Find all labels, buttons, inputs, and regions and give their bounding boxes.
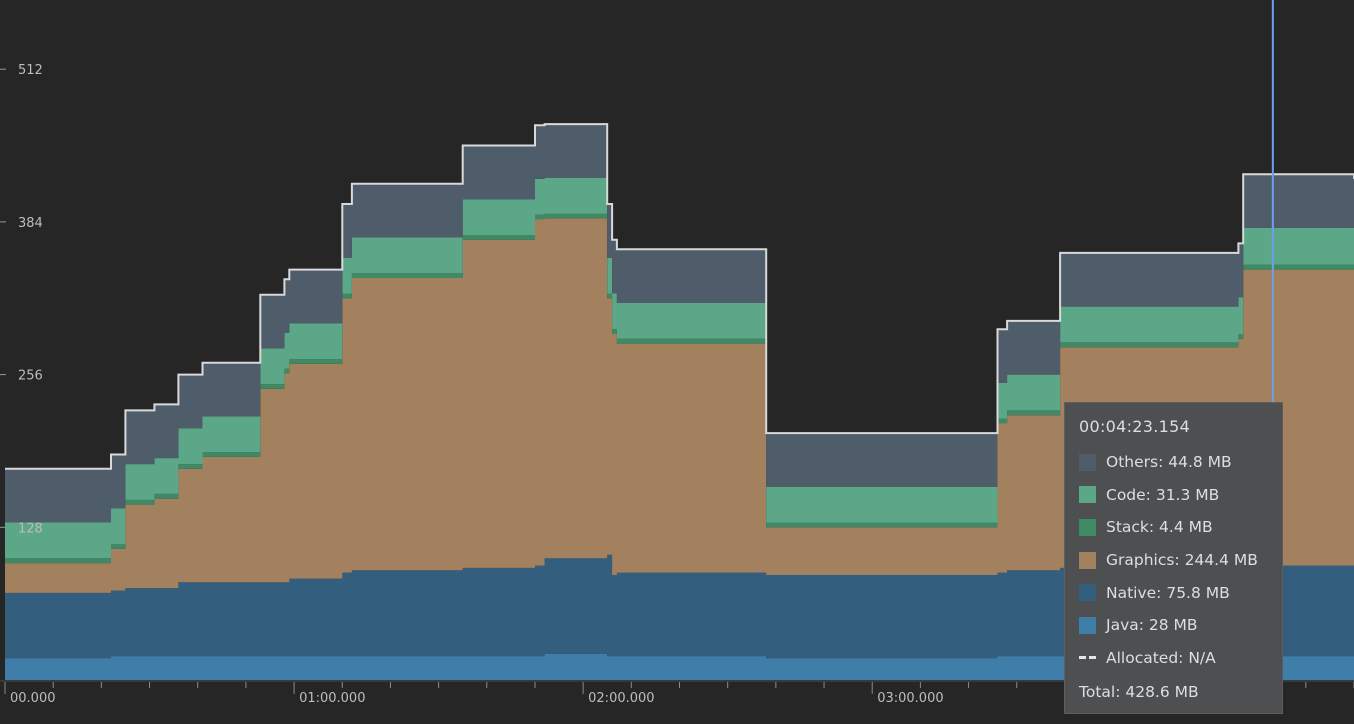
area-graphics bbox=[5, 218, 1354, 593]
area-native bbox=[5, 554, 1354, 659]
tooltip-java-label: Java: 28 MB bbox=[1106, 616, 1198, 635]
tooltip-native-label: Native: 75.8 MB bbox=[1106, 583, 1230, 602]
tooltip-row-stack: Stack: 4.4 MB bbox=[1079, 511, 1268, 544]
others-legend-swatch bbox=[1079, 453, 1096, 471]
tooltip-allocated-label: Allocated: N/A bbox=[1106, 648, 1216, 667]
tooltip-row-graphics: Graphics: 244.4 MB bbox=[1079, 544, 1268, 577]
tooltip-timestamp: 00:04:23.154 bbox=[1079, 417, 1191, 436]
x-tick-label: 02:00.000 bbox=[588, 691, 654, 706]
area-others bbox=[5, 124, 1354, 523]
tooltip-others-label: Others: 44.8 MB bbox=[1106, 453, 1232, 472]
tooltip-code-label: Code: 31.3 MB bbox=[1106, 485, 1220, 504]
memory-tooltip: 00:04:23.154 Others: 44.8 MB Code: 31.3 … bbox=[1064, 402, 1283, 714]
tooltip-row-java: Java: 28 MB bbox=[1079, 609, 1268, 642]
x-tick-label: 01:00.000 bbox=[299, 691, 365, 706]
tooltip-total-label: Total: 428.6 MB bbox=[1079, 683, 1199, 702]
x-tick-label: 03:00.000 bbox=[877, 691, 943, 706]
area-code bbox=[5, 177, 1354, 559]
tooltip-row-total: Total: 428.6 MB bbox=[1079, 676, 1268, 709]
tooltip-row-allocated: Allocated: N/A bbox=[1079, 642, 1268, 675]
tooltip-row-code: Code: 31.3 MB bbox=[1079, 479, 1268, 512]
native-legend-swatch bbox=[1079, 584, 1096, 602]
code-legend-swatch bbox=[1079, 486, 1096, 504]
area-stack bbox=[5, 213, 1354, 564]
java-legend-swatch bbox=[1079, 616, 1096, 634]
y-tick-label: 384 bbox=[18, 216, 43, 231]
y-tick-label: 512 bbox=[18, 63, 43, 78]
x-tick-label: 00.000 bbox=[10, 691, 56, 706]
total-memory-line bbox=[5, 123, 1354, 470]
tooltip-stack-label: Stack: 4.4 MB bbox=[1106, 518, 1213, 537]
allocated-dash-icon bbox=[1079, 649, 1096, 666]
tooltip-row-native: Native: 75.8 MB bbox=[1079, 576, 1268, 609]
graphics-legend-swatch bbox=[1079, 551, 1096, 569]
y-tick-label: 128 bbox=[18, 521, 43, 536]
area-java bbox=[5, 653, 1354, 680]
tooltip-row-others: Others: 44.8 MB bbox=[1079, 446, 1268, 479]
stack-legend-swatch bbox=[1079, 518, 1096, 536]
tooltip-graphics-label: Graphics: 244.4 MB bbox=[1106, 551, 1258, 570]
y-tick-label: 256 bbox=[18, 369, 43, 384]
